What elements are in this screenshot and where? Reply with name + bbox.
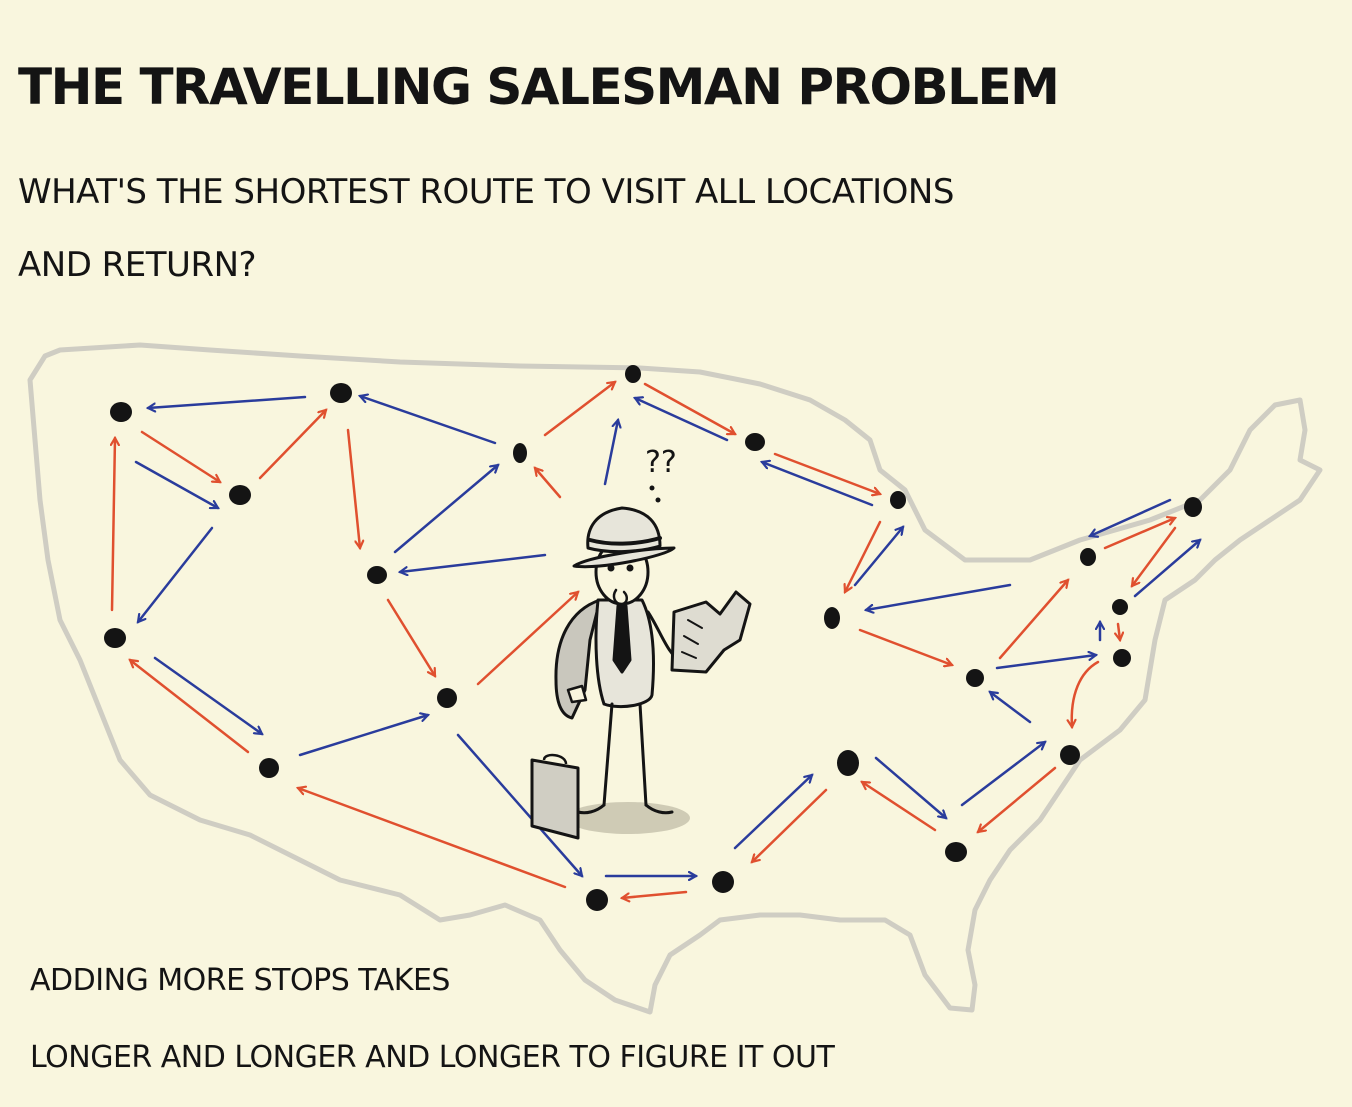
hat-band <box>588 536 662 546</box>
route-arrow <box>603 420 618 486</box>
map-folds <box>681 619 703 659</box>
route-arrow <box>858 628 952 665</box>
stop-dot <box>966 669 984 687</box>
route-arrow <box>853 527 903 587</box>
route-arrow <box>960 742 1045 807</box>
route-arrow <box>386 598 437 676</box>
briefcase <box>530 753 580 840</box>
route-arrow <box>543 382 615 437</box>
subtitle-line-1: WHAT'S THE SHORTEST ROUTE TO ViSiT ALL L… <box>18 172 954 212</box>
route-arrow <box>134 460 218 510</box>
left-foot <box>576 803 606 815</box>
stop-dot <box>104 628 126 648</box>
route-arrow <box>1103 518 1175 550</box>
stop-dot <box>437 688 457 708</box>
route-arrow <box>762 462 874 507</box>
route-arrow <box>258 410 326 480</box>
route-arrow <box>733 775 812 850</box>
map-in-hand <box>670 590 752 674</box>
right-eye <box>626 564 634 572</box>
shoulder-bag <box>554 598 602 720</box>
route-arrow <box>845 520 882 592</box>
tie <box>612 604 632 674</box>
stop-dot <box>625 365 641 383</box>
footer-line-2: LONGER AND LONGER AND LONGER TO FiGURE i… <box>30 1040 835 1075</box>
route-arrow <box>153 656 262 734</box>
right-foot <box>644 803 674 815</box>
stop-dot <box>110 402 132 422</box>
stop-dot <box>1080 548 1096 566</box>
route-arrow <box>112 438 115 612</box>
right-leg <box>638 702 648 807</box>
stop-dot <box>367 566 387 584</box>
question-marks: ?? <box>645 445 677 480</box>
stops <box>104 365 1202 911</box>
usa-map-outline <box>27 342 1323 1015</box>
briefcase-body <box>530 758 580 840</box>
stop-dot <box>259 758 279 778</box>
red-route <box>112 382 1175 898</box>
route-arrow <box>476 592 578 686</box>
route-arrow <box>752 788 828 862</box>
route-arrow <box>360 396 497 445</box>
route-arrow <box>138 526 214 622</box>
route-arrow <box>346 428 360 548</box>
route-arrow <box>998 580 1068 660</box>
route-arrow <box>298 715 428 757</box>
figure-shadow <box>566 802 690 834</box>
blue-route <box>134 395 1200 876</box>
belly-hand <box>566 684 588 704</box>
subtitle-line-2: AND RETURN? <box>18 245 257 285</box>
route-arrow <box>130 660 250 754</box>
stop-dot <box>712 871 734 893</box>
stop-dot <box>745 433 765 451</box>
route-arrow <box>990 692 1032 724</box>
route-arrow <box>978 766 1057 832</box>
stop-dot <box>513 443 527 463</box>
route-arrow <box>140 430 220 484</box>
stop-dot <box>837 750 859 776</box>
thought-dot <box>655 497 661 503</box>
stop-dot <box>229 485 251 505</box>
route-arrow <box>635 398 729 442</box>
salesman-figure <box>554 506 752 834</box>
route-arrow <box>874 756 946 818</box>
stop-dot <box>1184 497 1202 517</box>
stop-dot <box>945 842 967 862</box>
page-title: THE TRAVELLiNG SALESMAN PROBLEM <box>18 58 1060 116</box>
thought-dot <box>649 485 655 491</box>
route-arrow <box>866 583 1012 610</box>
route-arrow <box>1090 498 1172 536</box>
route-arrow <box>456 733 582 876</box>
route-arrow <box>535 468 562 499</box>
route-arrow <box>643 382 735 436</box>
footer-line-1: ADDiNG MORE STOPS TAKES <box>30 963 450 998</box>
stop-dot <box>1060 745 1080 765</box>
route-arrow <box>773 452 880 494</box>
hat-brim <box>572 546 676 569</box>
route-arrow <box>862 780 937 832</box>
route-arrow <box>298 788 567 889</box>
route-arrow <box>1072 660 1100 727</box>
stop-dot <box>1112 599 1128 615</box>
route-arrow <box>1132 526 1177 586</box>
stop-dot <box>890 491 906 509</box>
left-eye <box>607 564 615 572</box>
route-arrow <box>1133 540 1200 598</box>
stop-dot <box>1113 649 1131 667</box>
route-arrow <box>148 395 307 408</box>
chin-hand <box>612 588 628 606</box>
stop-dot <box>824 607 840 629</box>
stop-dot <box>330 383 352 403</box>
stop-dot <box>586 889 608 911</box>
route-arrow <box>995 655 1096 670</box>
route-arrow <box>622 890 688 898</box>
route-arrow <box>393 465 498 554</box>
briefcase-handle <box>542 753 568 765</box>
route-arrow <box>400 553 547 572</box>
route-arrow <box>1118 622 1120 640</box>
left-leg <box>602 702 614 807</box>
